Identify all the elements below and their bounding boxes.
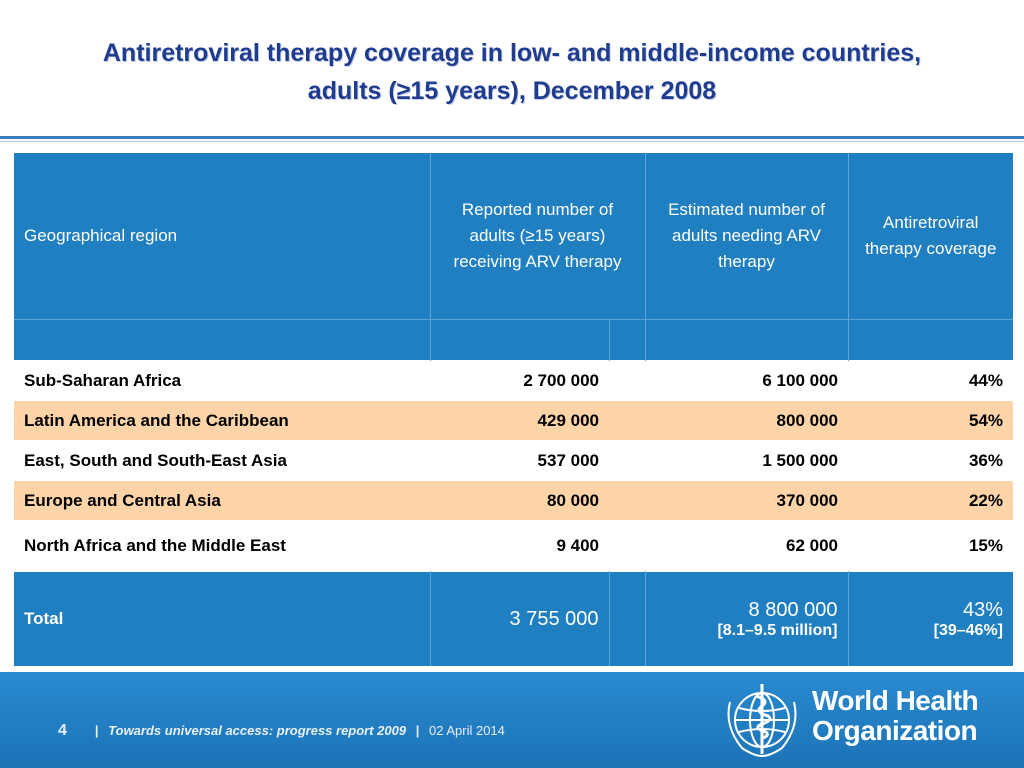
spacer-cell <box>609 480 645 521</box>
page-number: 4 <box>58 722 67 739</box>
table-row: East, South and South-East Asia 537 000 … <box>14 440 1013 481</box>
table-header-row: Geographical region Reported number of a… <box>14 153 1013 320</box>
estimated-cell: 370 000 <box>645 480 848 521</box>
who-wordmark: World Health Organization <box>812 685 979 746</box>
footer-text: 4 | Towards universal access: progress re… <box>58 722 505 740</box>
reported-cell: 537 000 <box>430 440 609 481</box>
reported-cell: 2 700 000 <box>430 360 609 401</box>
total-coverage: 43% <box>962 598 1003 621</box>
total-coverage-cell: 43% [39–46%] <box>848 571 1013 666</box>
total-reported: 3 755 000 <box>430 571 610 666</box>
header-coverage: Antiretroviral therapy coverage <box>848 153 1013 320</box>
region-cell: Sub-Saharan Africa <box>14 360 430 401</box>
estimated-cell: 62 000 <box>645 520 848 572</box>
reported-cell: 80 000 <box>430 480 609 521</box>
report-date: 02 April 2014 <box>429 723 505 738</box>
spacer-cell <box>609 360 645 401</box>
slide-title: Antiretroviral therapy coverage in low- … <box>0 34 1024 110</box>
header-estimated: Estimated number of adults needing ARV t… <box>645 153 849 320</box>
org-name-line-1: World Health <box>812 685 979 716</box>
total-estimated-cell: 8 800 000 [8.1–9.5 million] <box>645 571 849 666</box>
header-spacer-cell <box>848 319 1013 361</box>
spacer-cell <box>609 400 645 441</box>
coverage-table: Geographical region Reported number of a… <box>14 153 1013 666</box>
separator: | <box>415 723 420 738</box>
header-spacer-cell <box>14 319 431 361</box>
coverage-cell: 15% <box>848 520 1013 572</box>
separator: | <box>94 723 99 738</box>
region-cell: Latin America and the Caribbean <box>14 400 430 441</box>
title-divider <box>0 136 1024 139</box>
total-coverage-range: [39–46%] <box>933 621 1003 639</box>
reported-cell: 429 000 <box>430 400 609 441</box>
header-spacer-cell <box>645 319 849 361</box>
header-reported: Reported number of adults (≥15 years) re… <box>430 153 646 320</box>
spacer-cell <box>609 440 645 481</box>
footer-band <box>0 672 1024 768</box>
org-name-line-2: Organization <box>812 715 978 746</box>
spacer-cell <box>609 520 645 572</box>
estimated-cell: 1 500 000 <box>645 440 848 481</box>
header-spacer-cell <box>430 319 610 361</box>
region-cell: East, South and South-East Asia <box>14 440 430 481</box>
header-spacer-cell <box>609 319 646 361</box>
region-cell: Europe and Central Asia <box>14 480 430 521</box>
title-line-2: adults (≥15 years), December 2008 <box>307 77 717 105</box>
header-region: Geographical region <box>14 153 431 320</box>
table-row: Latin America and the Caribbean 429 000 … <box>14 400 1013 441</box>
reported-cell: 9 400 <box>430 520 609 572</box>
who-emblem-icon <box>727 684 797 757</box>
coverage-cell: 54% <box>848 400 1013 441</box>
coverage-cell: 44% <box>848 360 1013 401</box>
title-divider-thin <box>0 141 1024 142</box>
report-title: Towards universal access: progress repor… <box>108 723 407 738</box>
total-estimated: 8 800 000 <box>748 598 838 621</box>
table-row: Europe and Central Asia 80 000 370 000 2… <box>14 480 1013 521</box>
coverage-cell: 36% <box>848 440 1013 481</box>
coverage-cell: 22% <box>848 480 1013 521</box>
estimated-cell: 6 100 000 <box>645 360 848 401</box>
estimated-cell: 800 000 <box>645 400 848 441</box>
table-header-spacer-row <box>14 319 1013 361</box>
spacer-cell <box>609 571 646 666</box>
total-estimated-range: [8.1–9.5 million] <box>717 621 838 639</box>
table-row: Sub-Saharan Africa 2 700 000 6 100 000 4… <box>14 360 1013 401</box>
title-line-1: Antiretroviral therapy coverage in low- … <box>102 39 922 67</box>
total-label: Total <box>14 571 431 666</box>
table-row: North Africa and the Middle East 9 400 6… <box>14 520 1013 572</box>
total-row: Total 3 755 000 8 800 000 [8.1–9.5 milli… <box>14 571 1013 666</box>
region-cell: North Africa and the Middle East <box>14 520 430 572</box>
